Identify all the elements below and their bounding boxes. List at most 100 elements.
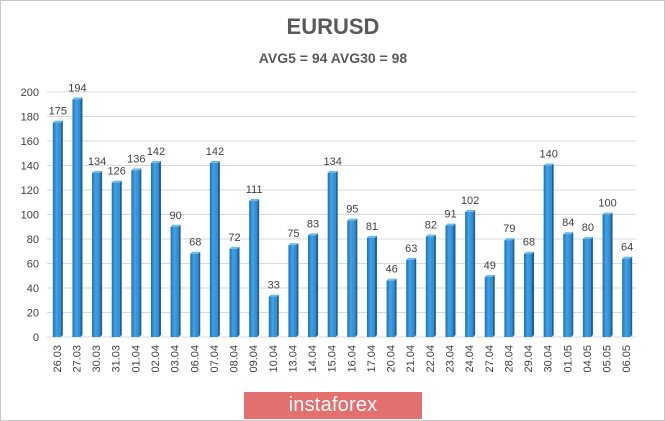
x-tick-label: 21.04 — [405, 345, 417, 373]
x-tick-label: 06.05 — [621, 345, 633, 373]
bar-side — [610, 212, 613, 337]
data-label: 84 — [562, 217, 574, 229]
bar-top — [249, 199, 260, 202]
data-label: 63 — [405, 243, 417, 255]
bar-side — [394, 278, 397, 337]
data-label: 134 — [88, 156, 106, 168]
data-label: 75 — [287, 228, 299, 240]
x-tick-label: 15.04 — [327, 345, 339, 373]
x-tick-label: 24.04 — [464, 345, 476, 373]
data-label: 80 — [582, 222, 594, 234]
bar-side — [178, 224, 181, 337]
bar — [386, 280, 395, 337]
data-label: 175 — [49, 106, 67, 118]
bar-top — [209, 161, 220, 164]
bar-side — [296, 243, 299, 337]
data-label: 102 — [461, 195, 479, 207]
bar — [425, 236, 434, 337]
bar-top — [327, 170, 338, 173]
bar-side — [551, 163, 554, 337]
bar-top — [386, 278, 397, 281]
bar-top — [229, 246, 240, 249]
x-tick-label: 05.05 — [602, 345, 614, 373]
x-tick-label: 04.05 — [582, 345, 594, 373]
bar — [209, 163, 218, 337]
bar — [131, 170, 140, 337]
x-tick-label: 02.04 — [150, 345, 162, 373]
bar — [622, 258, 631, 337]
bar-top — [465, 210, 476, 213]
bar — [602, 214, 611, 337]
data-label: 49 — [484, 260, 496, 272]
x-tick-label: 20.04 — [386, 345, 398, 373]
bar-top — [622, 256, 633, 259]
bar-side — [139, 168, 142, 337]
y-tick-label: 0 — [33, 332, 39, 344]
bar — [111, 182, 120, 337]
bar-side — [119, 180, 122, 337]
data-label: 33 — [268, 280, 280, 292]
data-label: 111 — [246, 184, 263, 196]
bar-side — [237, 246, 240, 337]
bar — [543, 165, 552, 337]
bar-top — [72, 97, 83, 100]
x-tick-label: 07.04 — [209, 345, 221, 373]
x-tick-label: 09.04 — [248, 345, 260, 373]
y-tick-label: 200 — [21, 87, 39, 99]
bar — [52, 122, 61, 337]
data-label: 194 — [68, 82, 86, 94]
bar — [150, 163, 159, 337]
bar — [504, 240, 513, 337]
bar-side — [571, 232, 574, 337]
bar-side — [532, 251, 535, 337]
x-tick-label: 28.04 — [503, 345, 515, 373]
bar — [268, 296, 277, 337]
bar-top — [347, 218, 358, 221]
bar-side — [335, 170, 338, 337]
bar — [308, 235, 317, 337]
data-label: 91 — [444, 209, 456, 221]
data-labels: 1751941341261361429068142721113375831349… — [49, 82, 634, 291]
data-label: 142 — [147, 146, 165, 158]
x-tick-label: 17.04 — [366, 345, 378, 373]
data-label: 134 — [324, 156, 342, 168]
chart-subtitle: AVG5 = 94 AVG30 = 98 — [259, 50, 408, 66]
bar-side — [100, 170, 103, 337]
x-tick-label: 01.05 — [562, 345, 574, 373]
bar-side — [316, 233, 319, 337]
data-label: 83 — [307, 218, 319, 230]
bar-top — [563, 232, 574, 235]
x-tick-label: 30.03 — [91, 345, 103, 373]
bar-side — [198, 251, 201, 337]
bar — [465, 212, 474, 337]
data-label: 126 — [108, 166, 126, 178]
bar — [563, 234, 572, 337]
bar-side — [453, 223, 456, 337]
y-tick-label: 140 — [21, 161, 39, 173]
bar-side — [492, 274, 495, 337]
data-label: 136 — [127, 153, 145, 165]
x-tick-label: 06.04 — [189, 345, 201, 373]
bar — [72, 99, 81, 337]
data-label: 46 — [385, 264, 397, 276]
bar — [406, 259, 415, 337]
x-tick-label: 14.04 — [307, 345, 319, 373]
bar-top — [268, 294, 279, 297]
bar-top — [406, 257, 417, 260]
bar-side — [414, 257, 417, 337]
x-axis-ticks: 26.03 27.03 30.03 31.03 01.04 02.04 03.04 06.04… — [52, 345, 633, 373]
bar-series — [52, 97, 633, 337]
bar-top — [504, 238, 515, 241]
y-tick-label: 80 — [27, 234, 39, 246]
y-tick-label: 100 — [21, 210, 39, 222]
bar-side — [60, 120, 63, 337]
bar-side — [473, 210, 476, 337]
y-tick-label: 160 — [21, 136, 39, 148]
bar-side — [590, 237, 593, 337]
x-tick-label: 16.04 — [346, 345, 358, 373]
y-tick-label: 120 — [21, 185, 39, 197]
bar-side — [630, 256, 633, 337]
bar-side — [512, 238, 515, 337]
x-tick-label: 30.04 — [543, 345, 555, 373]
x-tick-label: 08.04 — [229, 345, 241, 373]
